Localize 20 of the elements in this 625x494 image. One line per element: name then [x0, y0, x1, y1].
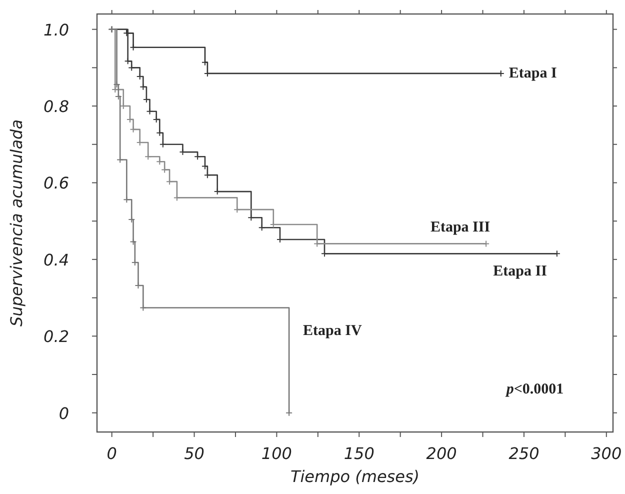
y-tick-label: 0.8: [44, 97, 69, 116]
x-tick-label: 250: [508, 444, 540, 463]
y-tick-label: 0.2: [44, 327, 69, 346]
x-tick-label: 300: [591, 444, 622, 463]
y-tick-label: 1.0: [44, 20, 69, 40]
series-label: Etapa IV: [303, 322, 362, 339]
x-tick-label: 50: [184, 444, 204, 463]
series-label: Etapa II: [493, 264, 548, 280]
y-tick-label: 0.6: [44, 174, 69, 193]
x-axis-title: Tiempo (meses): [290, 467, 420, 486]
x-tick-label: 100: [261, 444, 292, 463]
series-label: Etapa I: [508, 65, 557, 82]
x-tick-label: 0: [106, 444, 117, 463]
series-label: Etapa III: [430, 220, 490, 236]
annotation: p<0.0001: [504, 382, 564, 398]
y-tick-label: 0.4: [44, 250, 69, 270]
y-axis-title: Supervivencia acumulada: [7, 119, 26, 327]
y-tick-label: 0: [58, 404, 69, 423]
x-tick-label: 150: [344, 444, 374, 463]
x-tick-label: 200: [426, 444, 457, 463]
